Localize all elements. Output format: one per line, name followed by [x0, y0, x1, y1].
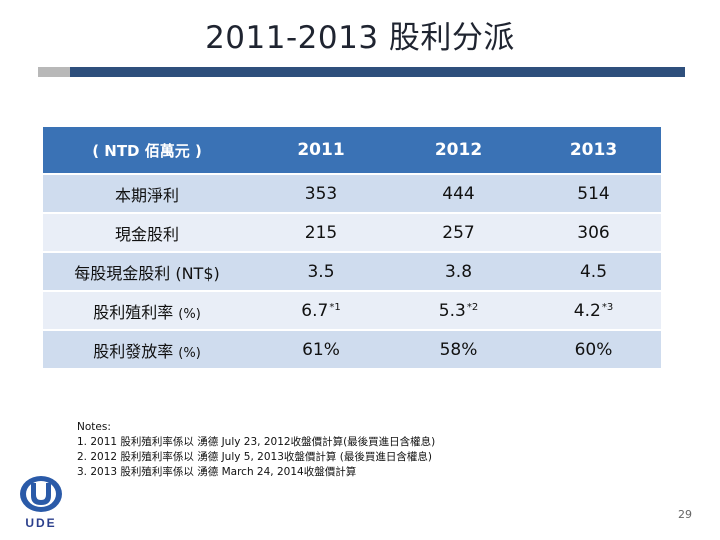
year-header: 2012	[391, 127, 526, 175]
footnote-marker: *3	[601, 301, 614, 313]
table-cell: 4.5	[526, 252, 661, 292]
ude-logo-icon	[20, 476, 62, 512]
table-cell: 353	[251, 174, 391, 214]
table-row: 股利殖利率 (%) 6.7*1 5.3*2 4.2*3	[43, 291, 661, 331]
note-line: 1. 2011 股利殖利率係以 湧德 July 23, 2012收盤價計算(最後…	[77, 436, 436, 448]
table-cell: 5.3*2	[391, 291, 526, 331]
row-label: 股利殖利率 (%)	[43, 291, 251, 331]
table-cell: 3.5	[251, 252, 391, 292]
table-row: 股利發放率 (%) 61% 58% 60%	[43, 330, 661, 370]
notes-block: Notes: 1. 2011 股利殖利率係以 湧德 July 23, 2012收…	[77, 420, 435, 480]
footnote-marker: *1	[329, 301, 341, 313]
row-label: 本期淨利	[43, 174, 251, 214]
title-rule-gray	[38, 67, 70, 77]
table-cell: 306	[526, 213, 661, 253]
logo-text: UDE	[25, 516, 57, 530]
table-cell: 58%	[391, 330, 526, 370]
table-cell: 3.8	[391, 252, 526, 292]
page-number: 29	[678, 508, 692, 521]
table-cell: 4.2*3	[526, 291, 661, 331]
table-cell: 514	[526, 174, 661, 214]
table-cell: 6.7*1	[251, 291, 391, 331]
table-cell: 257	[391, 213, 526, 253]
table-cell: 61%	[251, 330, 391, 370]
table-cell: 215	[251, 213, 391, 253]
note-line: 3. 2013 股利殖利率係以 湧德 March 24, 2014收盤價計算	[77, 466, 357, 478]
table-header-row: ( NTD 佰萬元 ) 2011 2012 2013	[43, 127, 661, 175]
row-label: 現金股利	[43, 213, 251, 253]
unit-header: ( NTD 佰萬元 )	[43, 127, 251, 175]
table-row: 現金股利 215 257 306	[43, 213, 661, 253]
title-rule-blue	[70, 67, 685, 77]
table-cell: 60%	[526, 330, 661, 370]
table-row: 每股現金股利 (NT$) 3.5 3.8 4.5	[43, 252, 661, 292]
note-line: 2. 2012 股利殖利率係以 湧德 July 5, 2013收盤價計算 (最後…	[77, 451, 432, 463]
row-label: 股利發放率 (%)	[43, 330, 251, 370]
page-title: 2011-2013 股利分派	[205, 20, 515, 56]
notes-heading: Notes:	[77, 421, 111, 433]
dividend-table: ( NTD 佰萬元 ) 2011 2012 2013 本期淨利 353 444 …	[43, 127, 661, 370]
table-cell: 444	[391, 174, 526, 214]
footnote-marker: *2	[466, 301, 479, 313]
year-header: 2011	[251, 127, 391, 175]
year-header: 2013	[526, 127, 661, 175]
table-row: 本期淨利 353 444 514	[43, 174, 661, 214]
row-label: 每股現金股利 (NT$)	[43, 252, 251, 292]
